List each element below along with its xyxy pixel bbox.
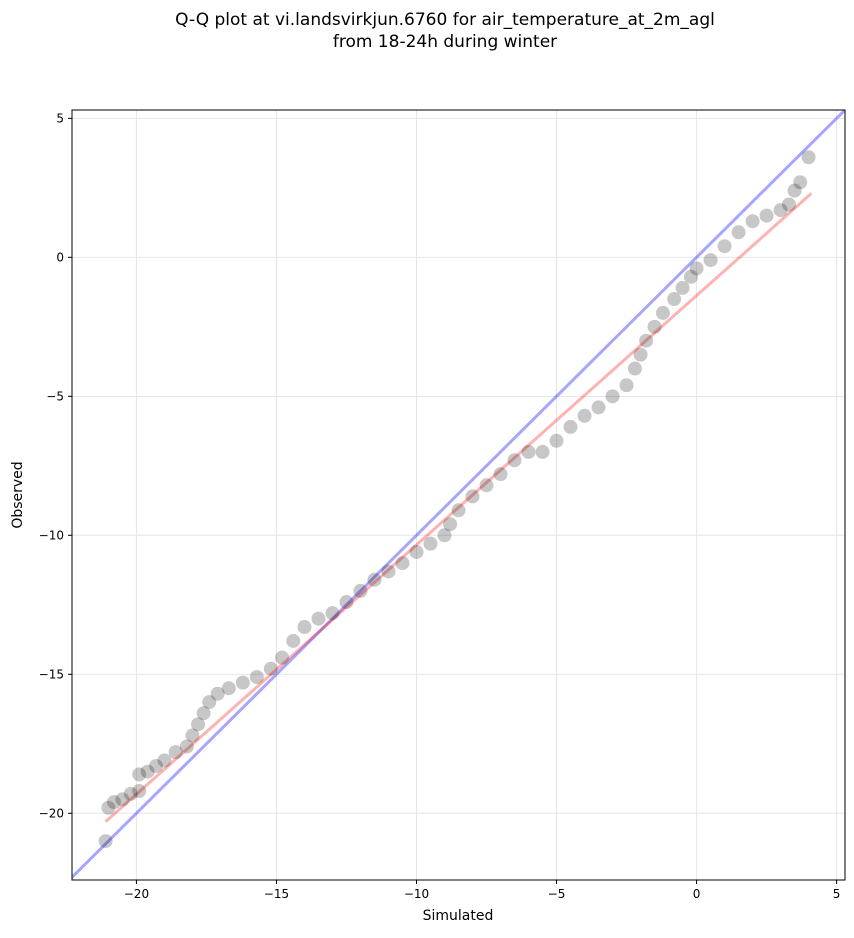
point xyxy=(801,150,816,165)
point xyxy=(210,686,225,701)
x-tick-label: −15 xyxy=(264,887,289,901)
point xyxy=(202,695,217,710)
point xyxy=(535,444,550,459)
point xyxy=(423,536,438,551)
point xyxy=(507,453,522,468)
point xyxy=(437,528,452,543)
point xyxy=(703,253,718,268)
chart-title: from 18-24h during winter xyxy=(333,32,557,52)
point xyxy=(132,767,147,782)
x-tick-label: −5 xyxy=(548,887,566,901)
point xyxy=(168,745,183,760)
point xyxy=(191,717,206,732)
point xyxy=(465,489,480,504)
point xyxy=(132,784,147,799)
point xyxy=(101,800,116,815)
point xyxy=(249,670,264,685)
point xyxy=(196,706,211,721)
point xyxy=(179,739,194,754)
x-tick-label: 5 xyxy=(833,887,841,901)
x-tick-label: 0 xyxy=(693,887,701,901)
point xyxy=(655,305,670,320)
point xyxy=(140,764,155,779)
point xyxy=(683,269,698,284)
point xyxy=(451,503,466,518)
point xyxy=(647,319,662,334)
point xyxy=(793,175,808,190)
x-axis-label: Simulated xyxy=(423,908,494,924)
fit-line xyxy=(104,192,813,823)
point xyxy=(633,347,648,362)
point xyxy=(627,361,642,376)
point xyxy=(115,792,130,807)
y-axis-label: Observed xyxy=(10,461,26,528)
point xyxy=(577,408,592,423)
point xyxy=(667,292,682,307)
point xyxy=(157,753,172,768)
y-tick-label: 0 xyxy=(56,250,64,264)
point xyxy=(745,214,760,229)
y-tick-label: −5 xyxy=(46,389,64,403)
point xyxy=(353,583,368,598)
point xyxy=(605,389,620,404)
point xyxy=(149,759,164,774)
point xyxy=(263,661,278,676)
point xyxy=(123,786,138,801)
point xyxy=(395,556,410,571)
point xyxy=(107,795,122,810)
point xyxy=(493,467,508,482)
point xyxy=(591,400,606,415)
point xyxy=(675,280,690,295)
point xyxy=(549,433,564,448)
point xyxy=(339,595,354,610)
point xyxy=(311,611,326,626)
point xyxy=(235,675,250,690)
point xyxy=(381,564,396,579)
axes-frame xyxy=(71,109,846,881)
point xyxy=(773,203,788,218)
x-tick-label: −10 xyxy=(404,887,429,901)
point xyxy=(781,197,796,212)
y-tick-label: −20 xyxy=(39,806,64,820)
point xyxy=(639,333,654,348)
point xyxy=(367,572,382,587)
y-tick-label: −10 xyxy=(39,528,64,542)
point xyxy=(619,378,634,393)
point xyxy=(185,728,200,743)
point xyxy=(521,444,536,459)
point xyxy=(787,183,802,198)
point xyxy=(98,834,113,849)
point xyxy=(443,517,458,532)
point xyxy=(275,650,290,665)
plot-area xyxy=(72,110,845,880)
chart-title: Q-Q plot at vi.landsvirkjun.6760 for air… xyxy=(175,10,715,30)
point xyxy=(563,419,578,434)
point xyxy=(479,478,494,493)
identity-line xyxy=(72,110,845,880)
point xyxy=(759,208,774,223)
point xyxy=(409,544,424,559)
point xyxy=(221,681,236,696)
x-tick-label: −20 xyxy=(124,887,149,901)
point xyxy=(731,225,746,240)
point xyxy=(717,239,732,254)
point xyxy=(297,620,312,635)
y-tick-label: −15 xyxy=(39,667,64,681)
point xyxy=(286,633,301,648)
point xyxy=(689,261,704,276)
point xyxy=(325,606,340,621)
y-tick-label: 5 xyxy=(56,111,64,125)
